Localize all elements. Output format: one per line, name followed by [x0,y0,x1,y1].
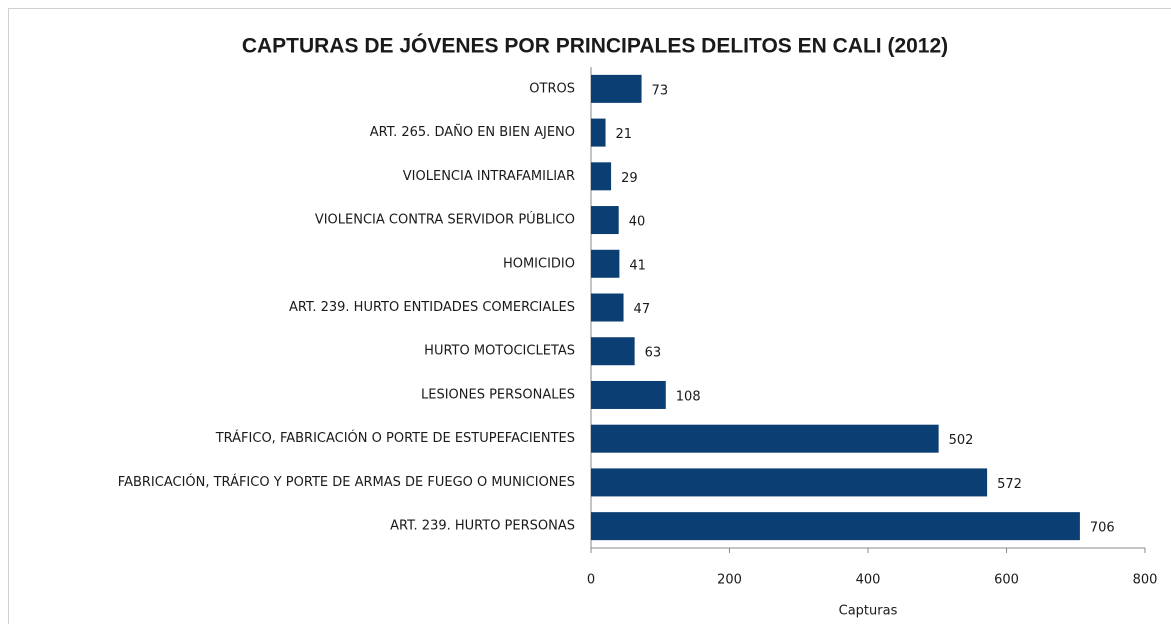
y-tick-label: FABRICACIÓN, TRÁFICO Y PORTE DE ARMAS DE… [118,474,575,490]
data-label: 572 [997,477,1022,492]
y-tick-label: TRÁFICO, FABRICACIÓN O PORTE DE ESTUPEFA… [215,430,575,446]
data-label: 40 [629,215,646,230]
y-tick-label: HOMICIDIO [503,256,575,271]
bar [591,512,1080,541]
x-tick-label: 800 [1133,573,1158,588]
bar [591,118,606,147]
bar [591,293,624,322]
bar [591,424,939,453]
data-label: 108 [676,389,701,404]
y-tick-label: HURTO MOTOCICLETAS [424,344,575,359]
x-tick-label: 600 [994,573,1019,588]
data-label: 73 [652,83,669,98]
data-label: 502 [949,433,974,448]
y-tick-label: VIOLENCIA INTRAFAMILIAR [403,169,575,184]
x-tick-label: 200 [717,573,742,588]
data-label: 29 [621,171,638,186]
bar [591,162,612,191]
x-tick-label: 0 [587,573,595,588]
chart-border [8,8,1171,624]
data-label: 21 [616,127,633,142]
data-label: 63 [645,346,662,361]
y-tick-label: ART. 239. HURTO PERSONAS [390,519,575,534]
y-tick-label: ART. 239. HURTO ENTIDADES COMERCIALES [289,300,575,315]
y-tick-label: ART. 265. DAÑO EN BIEN AJENO [370,124,575,140]
y-tick-label: LESIONES PERSONALES [421,387,575,402]
bar [591,337,635,366]
y-tick-label: VIOLENCIA CONTRA SERVIDOR PÚBLICO [315,212,575,228]
bar [591,468,988,497]
bar [591,249,620,278]
x-axis-label: Capturas [839,604,898,619]
bar [591,74,642,103]
x-tick-label: 400 [856,573,881,588]
data-label: 706 [1090,521,1115,536]
data-label: 47 [634,302,651,317]
bar [591,380,666,409]
bar [591,206,619,235]
chart-title: CAPTURAS DE JÓVENES POR PRINCIPALES DELI… [242,34,948,58]
y-tick-label: OTROS [529,81,575,96]
data-label: 41 [629,258,646,273]
